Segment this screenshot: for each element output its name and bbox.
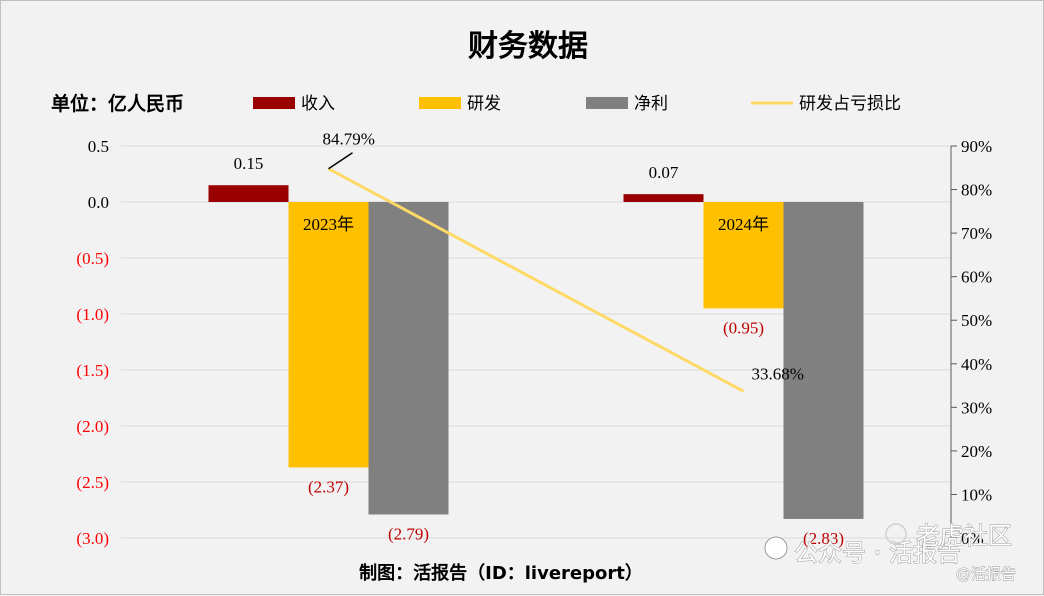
bar-研发-2024年 [703,202,784,309]
footer-credit: 制图：活报告（ID：livereport） [359,562,643,584]
bars [208,185,864,519]
legend-swatch [586,97,628,109]
data-label: (2.83) [803,529,844,548]
left-tick-label: (0.5) [76,249,109,268]
left-tick-label: (2.5) [76,473,109,492]
left-axis-ticks: 0.5 0.0 (0.5) (1.0) (1.5) (2.0) (2.5) (3.0) [76,137,109,548]
watermark: 公众号 · 活报告 老虎社区 @活报告 [764,522,1016,583]
bar-收入-2024年 [623,194,704,202]
watermark-handle: @活报告 [956,565,1016,583]
legend: 收入 研发 净利 研发占亏损比 [253,94,901,114]
left-tick-label: 0.0 [88,193,109,212]
right-tick-label: 40% [961,355,992,374]
right-tick-label: 90% [961,137,992,156]
ratio-label: 33.68% [752,364,804,383]
data-label: 0.07 [649,163,679,182]
data-labels: 0.15 (2.37) (2.79) 0.07 (0.95) (2.83) 84.79% 33… [234,130,844,548]
legend-label: 研发 [467,94,501,114]
bar-收入-2023年 [208,185,289,202]
left-tick-label: (3.0) [76,529,109,548]
unit-label: 单位：亿人民币 [51,92,184,115]
bar-净利-2024年 [783,202,864,519]
right-tick-label: 10% [961,485,992,504]
category-label: 2024年 [718,215,769,234]
right-tick-label: 20% [961,442,992,461]
left-tick-label: (2.0) [76,417,109,436]
legend-label: 研发占亏损比 [799,94,901,114]
legend-swatch [253,97,295,109]
right-tick-label: 30% [961,398,992,417]
wechat-icon [764,536,788,560]
ratio-label: 84.79% [323,130,375,149]
ratio-line-path [327,167,745,393]
right-tick-label: 50% [961,311,992,330]
bar-研发-2023年 [288,202,369,468]
watermark-brand: 公众号 · 活报告 [794,539,961,567]
right-tick-label: 60% [961,268,992,287]
chart-title: 财务数据 [468,29,588,64]
legend-swatch [419,97,461,109]
ratio-line [327,152,745,393]
left-tick-label: 0.5 [88,137,109,156]
data-label: 0.15 [234,154,264,173]
legend-label: 净利 [634,94,668,114]
right-tick-label: 80% [961,181,992,200]
category-labels: 2023年 2024年 [303,215,769,234]
right-tick-label: 70% [961,224,992,243]
right-axis-ticks: 90% 80% 70% 60% 50% 40% 30% 20% 10% 0% [950,137,992,548]
data-label: (2.37) [308,477,349,496]
left-tick-label: (1.5) [76,361,109,380]
left-tick-label: (1.0) [76,305,109,324]
bar-净利-2023年 [368,202,449,515]
right-tick-label: 0% [961,529,984,548]
leader-line [328,152,353,170]
category-label: 2023年 [303,215,354,234]
data-label: (2.79) [388,524,429,543]
tiger-icon [885,523,907,545]
data-label: (0.95) [723,318,764,337]
legend-label: 收入 [301,94,335,114]
watermark-community: 老虎社区 [916,522,1012,550]
